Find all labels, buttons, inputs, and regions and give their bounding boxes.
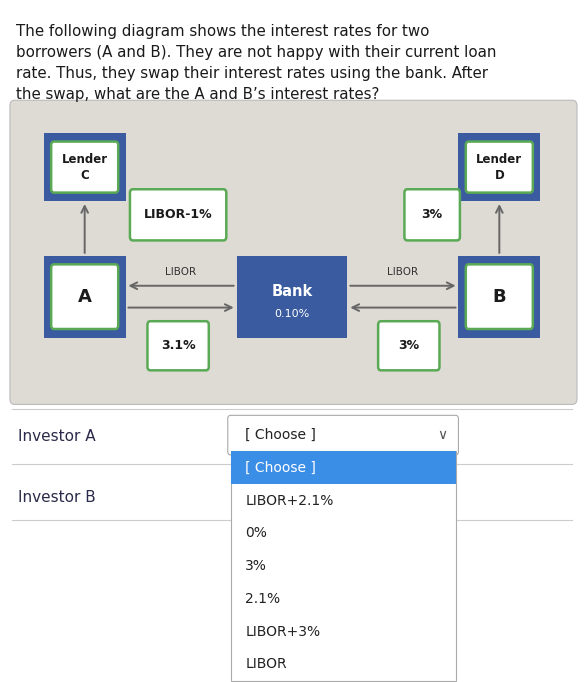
Text: A: A: [78, 288, 92, 306]
Text: LIBOR+3%: LIBOR+3%: [245, 625, 321, 638]
Text: LIBOR: LIBOR: [165, 267, 197, 277]
FancyBboxPatch shape: [378, 321, 439, 370]
FancyBboxPatch shape: [404, 189, 460, 240]
Text: LIBOR: LIBOR: [245, 657, 287, 671]
Text: B: B: [492, 288, 506, 306]
FancyBboxPatch shape: [147, 321, 209, 370]
Text: [ Choose ]: [ Choose ]: [245, 428, 316, 442]
FancyBboxPatch shape: [44, 133, 126, 201]
Text: 3%: 3%: [422, 208, 443, 222]
Text: 0.10%: 0.10%: [274, 309, 310, 318]
Text: Bank: Bank: [272, 284, 312, 299]
Text: 3%: 3%: [398, 339, 419, 353]
Text: LIBOR: LIBOR: [387, 267, 419, 277]
Text: The following diagram shows the interest rates for two
borrowers (A and B). They: The following diagram shows the interest…: [16, 24, 497, 102]
Text: [ Choose ]: [ Choose ]: [245, 461, 316, 475]
FancyBboxPatch shape: [231, 451, 456, 681]
Text: 2.1%: 2.1%: [245, 592, 280, 606]
Text: Lender
C: Lender C: [62, 153, 107, 181]
FancyBboxPatch shape: [130, 189, 226, 240]
FancyBboxPatch shape: [44, 256, 126, 338]
FancyBboxPatch shape: [228, 415, 458, 455]
FancyBboxPatch shape: [51, 142, 118, 192]
Text: LIBOR+2.1%: LIBOR+2.1%: [245, 494, 333, 507]
Text: Investor A: Investor A: [18, 429, 95, 444]
FancyBboxPatch shape: [466, 265, 533, 329]
Text: 3.1%: 3.1%: [161, 339, 196, 353]
Text: Lender
D: Lender D: [477, 153, 522, 181]
Text: LIBOR-1%: LIBOR-1%: [144, 208, 213, 222]
FancyBboxPatch shape: [466, 142, 533, 192]
Text: 0%: 0%: [245, 527, 267, 540]
FancyBboxPatch shape: [458, 133, 540, 201]
FancyBboxPatch shape: [51, 265, 118, 329]
FancyBboxPatch shape: [458, 256, 540, 338]
Text: Investor B: Investor B: [18, 490, 95, 505]
Text: 3%: 3%: [245, 559, 267, 573]
FancyBboxPatch shape: [10, 100, 577, 404]
FancyBboxPatch shape: [231, 451, 456, 484]
Text: ∨: ∨: [437, 428, 448, 442]
FancyBboxPatch shape: [237, 256, 347, 338]
